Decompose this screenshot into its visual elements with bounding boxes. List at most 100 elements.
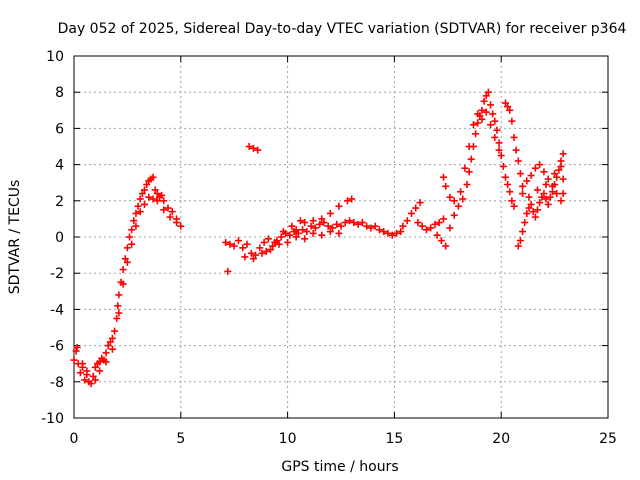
data-point	[102, 358, 110, 366]
data-point	[510, 202, 518, 210]
data-point	[393, 229, 401, 237]
data-point	[514, 157, 522, 165]
data-point	[407, 209, 415, 217]
data-point	[89, 372, 97, 380]
data-point	[111, 327, 119, 335]
data-point	[328, 224, 336, 232]
data-point	[309, 217, 317, 225]
data-point	[87, 380, 95, 388]
data-point	[115, 291, 123, 299]
data-point	[514, 242, 522, 250]
data-point	[461, 164, 469, 172]
data-point	[440, 215, 448, 223]
data-point	[275, 240, 283, 248]
data-point	[73, 343, 81, 351]
data-point	[525, 204, 533, 212]
data-point	[114, 302, 122, 310]
data-point	[414, 219, 422, 227]
data-point	[508, 197, 516, 205]
data-point	[91, 376, 99, 384]
data-point	[149, 173, 157, 181]
data-point	[519, 182, 527, 190]
data-point	[534, 186, 542, 194]
data-point	[296, 217, 304, 225]
data-point	[465, 143, 473, 150]
data-point	[177, 222, 185, 230]
data-point	[337, 222, 345, 230]
data-point	[234, 237, 242, 245]
data-point	[431, 220, 439, 228]
data-point	[96, 358, 104, 366]
data-point	[546, 193, 554, 201]
data-point	[536, 161, 544, 169]
data-point	[153, 190, 161, 198]
data-point	[474, 119, 482, 127]
data-point	[527, 171, 535, 179]
y-tick-label: 8	[55, 85, 64, 101]
data-point	[279, 228, 287, 236]
data-point	[76, 369, 84, 377]
data-point	[335, 202, 343, 210]
data-point	[286, 231, 294, 239]
data-point	[557, 162, 565, 170]
data-point	[542, 195, 550, 203]
data-point	[482, 108, 490, 116]
data-point	[247, 249, 255, 257]
data-point	[264, 235, 272, 243]
data-point	[555, 166, 563, 174]
data-point	[459, 195, 467, 203]
data-point	[523, 177, 531, 185]
data-point	[333, 220, 341, 228]
data-point	[96, 367, 104, 375]
x-tick-label: 20	[492, 431, 510, 447]
data-point	[254, 146, 262, 154]
data-point	[136, 195, 144, 203]
grid-lines	[74, 56, 608, 418]
data-point	[311, 224, 319, 232]
data-point	[504, 181, 512, 189]
data-point	[557, 197, 565, 205]
data-point	[301, 235, 309, 243]
data-point	[326, 228, 334, 236]
data-point	[226, 240, 234, 248]
data-point	[126, 233, 134, 241]
data-point	[284, 238, 292, 246]
data-point	[130, 217, 138, 225]
data-point	[482, 92, 490, 100]
data-point	[113, 314, 121, 322]
data-point	[380, 228, 388, 236]
data-point	[489, 110, 497, 118]
data-point	[536, 199, 544, 207]
axis-ticks	[73, 55, 609, 419]
data-point	[499, 162, 507, 170]
data-point	[341, 219, 349, 227]
data-point	[416, 199, 424, 207]
data-point	[168, 208, 176, 216]
data-point	[160, 206, 168, 214]
data-point	[399, 222, 407, 230]
data-point	[301, 219, 309, 227]
data-point	[102, 349, 110, 357]
data-point	[534, 206, 542, 214]
data-point	[108, 345, 116, 353]
y-tick-label: 10	[46, 49, 64, 65]
y-tick-label: -6	[50, 339, 64, 355]
data-point	[559, 190, 567, 198]
data-point	[544, 175, 552, 183]
data-point	[72, 347, 80, 355]
data-point	[140, 200, 148, 208]
data-point	[371, 222, 379, 230]
data-point	[294, 229, 302, 237]
data-point	[493, 126, 501, 134]
data-point	[262, 247, 270, 255]
data-point	[491, 133, 499, 141]
data-point	[249, 255, 257, 263]
data-point	[309, 229, 317, 237]
x-tick-label: 5	[176, 431, 185, 447]
data-point	[531, 164, 539, 172]
data-point	[442, 242, 450, 250]
data-point	[508, 117, 516, 125]
x-tick-label: 25	[599, 431, 617, 447]
y-tick-labels: -10 -8 -6 -4 -2 0 2 4 6 8 10	[41, 49, 64, 427]
data-point	[346, 217, 354, 225]
